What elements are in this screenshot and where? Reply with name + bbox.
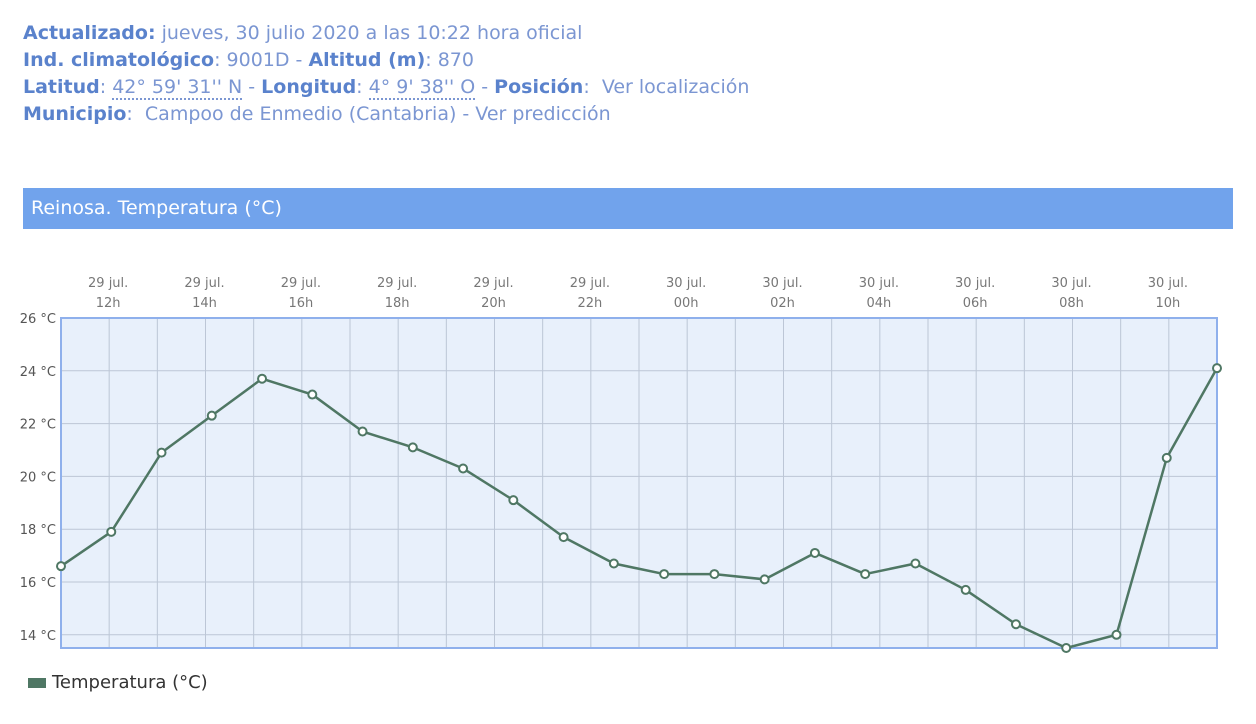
data-point: [458, 463, 469, 474]
x-tick-label-date: 29 jul.: [88, 276, 128, 291]
y-tick-label: 16 °C: [20, 576, 56, 591]
x-tick-label-hour: 06h: [963, 296, 988, 311]
y-tick-label: 14 °C: [20, 629, 56, 644]
series-line: [60, 367, 1219, 650]
x-tick-label-hour: 22h: [577, 296, 602, 311]
data-point: [106, 526, 117, 537]
municipality-row: Municipio: Campoo de Enmedio (Cantabria)…: [23, 103, 611, 125]
data-point: [407, 442, 418, 453]
data-point: [1212, 363, 1222, 374]
position-label: Posición: [494, 76, 584, 98]
data-point: [1111, 629, 1122, 640]
latitude-value: 42° 59' 31'' N: [112, 76, 243, 100]
updated-row: Actualizado: jueves, 30 julio 2020 a las…: [23, 20, 749, 47]
data-point: [860, 569, 871, 580]
coordinates-row: Latitud: 42° 59' 31'' N - Longitud: 4° 9…: [23, 76, 750, 100]
x-tick-label-hour: 20h: [481, 296, 506, 311]
plot-border: [60, 317, 1218, 649]
data-point: [357, 426, 368, 437]
temperature-chart: 26 °C 24 °C 22 °C 20 °C 18 °C 16 °C 14 °C 29 ju…: [20, 276, 1222, 653]
data-point: [759, 574, 770, 585]
x-tick-label-hour: 16h: [288, 296, 313, 311]
y-tick-label: 20 °C: [20, 470, 56, 485]
x-tick-label-date: 30 jul.: [859, 276, 899, 291]
altitude-label: Altitud (m): [308, 49, 426, 71]
data-point: [910, 558, 921, 569]
x-tick-label-date: 30 jul.: [1148, 276, 1188, 291]
x-tick-label-date: 30 jul.: [666, 276, 706, 291]
data-point: [709, 569, 720, 580]
climatological-label: Ind. climatológico: [23, 49, 215, 71]
updated-label: Actualizado:: [23, 22, 156, 44]
longitude-label: Longitud: [261, 76, 357, 98]
altitude-value: 870: [437, 49, 474, 71]
updated-value: jueves, 30 julio 2020 a las 10:22 hora o…: [161, 22, 583, 44]
data-point: [257, 373, 268, 384]
climatological-value: 9001D: [226, 49, 290, 71]
x-tick-label-date: 30 jul.: [1051, 276, 1091, 291]
station-info: Actualizado: jueves, 30 julio 2020 a las…: [23, 20, 749, 128]
data-point: [56, 561, 66, 572]
data-point: [206, 410, 217, 421]
x-tick-label-hour: 08h: [1059, 296, 1084, 311]
position-link[interactable]: Ver localización: [601, 76, 750, 98]
y-tick-label: 18 °C: [20, 523, 56, 538]
climatological-row: Ind. climatológico: 9001D - Altitud (m):…: [23, 49, 474, 71]
data-point: [608, 558, 619, 569]
data-point: [558, 532, 569, 543]
x-tick-label-hour: 04h: [866, 296, 891, 311]
data-point: [659, 569, 670, 580]
y-tick-label: 24 °C: [20, 365, 56, 380]
data-point: [508, 495, 519, 506]
x-tick-label-date: 29 jul.: [473, 276, 513, 291]
chart-title: Reinosa. Temperatura (°C): [23, 188, 1233, 229]
chart-legend[interactable]: Temperatura (°C): [28, 672, 208, 693]
y-tick-label: 22 °C: [20, 418, 56, 433]
longitude-value: 4° 9' 38'' O: [368, 76, 476, 100]
x-tick-label-hour: 12h: [96, 296, 121, 311]
y-tick-label: 26 °C: [20, 312, 56, 327]
latitude-label: Latitud: [23, 76, 100, 98]
x-tick-label-date: 29 jul.: [184, 276, 224, 291]
x-tick-label-date: 29 jul.: [377, 276, 417, 291]
data-point: [809, 547, 820, 558]
municipality-label: Municipio: [23, 103, 127, 125]
data-point: [960, 584, 971, 595]
x-tick-label-hour: 10h: [1155, 296, 1180, 311]
x-tick-label-hour: 00h: [674, 296, 699, 311]
municipality-link[interactable]: Campoo de Enmedio (Cantabria) - Ver pred…: [144, 103, 611, 125]
x-tick-label-date: 29 jul.: [281, 276, 321, 291]
data-point: [1161, 452, 1172, 463]
data-point: [156, 447, 167, 458]
x-tick-label-date: 29 jul.: [570, 276, 610, 291]
data-point: [1010, 619, 1021, 630]
x-tick-label-date: 30 jul.: [762, 276, 802, 291]
data-point: [307, 389, 318, 400]
x-tick-label-hour: 02h: [770, 296, 795, 311]
legend-swatch: [28, 677, 46, 688]
x-tick-label-hour: 14h: [192, 296, 217, 311]
x-tick-label-hour: 18h: [385, 296, 410, 311]
data-point: [1061, 643, 1072, 653]
x-tick-label-date: 30 jul.: [955, 276, 995, 291]
legend-label: Temperatura (°C): [52, 672, 208, 693]
